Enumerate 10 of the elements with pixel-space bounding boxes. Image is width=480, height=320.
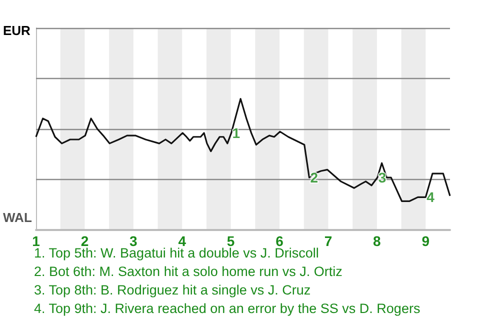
text: 2. Bot 6th: M. Saxton hit a solo home run vs J. Ortiz bbox=[34, 264, 343, 279]
text: 4. Top 9th: J. Rivera reached on an error by the SS vs D. Rogers bbox=[34, 301, 420, 316]
x-tick-label: 8 bbox=[373, 233, 382, 249]
text: EUR bbox=[3, 23, 32, 38]
annotation: 4 bbox=[426, 189, 435, 206]
text: 3. Top 8th: B. Rodriguez hit a single vs J. Cruz bbox=[34, 282, 311, 298]
text: WAL bbox=[3, 210, 32, 225]
x-tick-label: 7 bbox=[324, 233, 332, 249]
x-tick-label: 9 bbox=[422, 233, 430, 249]
annotation: 1 bbox=[232, 124, 240, 141]
